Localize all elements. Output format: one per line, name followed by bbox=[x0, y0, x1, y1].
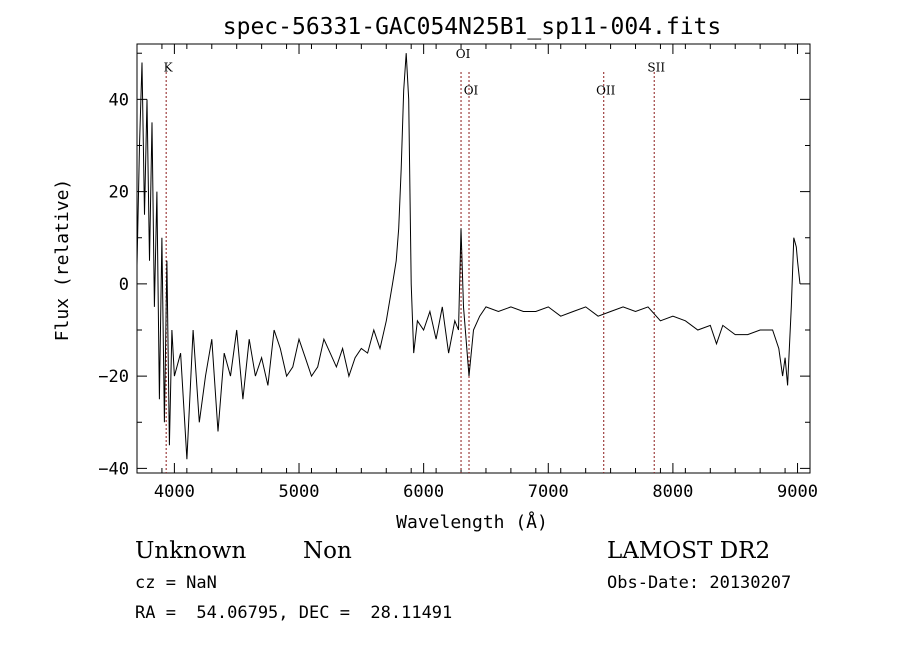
x-tick-label: 8000 bbox=[652, 482, 693, 502]
flux-series bbox=[136, 53, 801, 460]
x-tick-label: 6000 bbox=[403, 482, 444, 502]
axis-tick-labels: 4000 5000 6000 7000 8000 9000 −40 −20 0 20 40 bbox=[98, 90, 818, 502]
x-axis-label: Wavelength (Å) bbox=[396, 511, 548, 533]
flux-line bbox=[136, 53, 801, 460]
object-class: Unknown bbox=[135, 538, 247, 564]
x-tick-label: 9000 bbox=[777, 482, 818, 502]
x-tick-label: 4000 bbox=[154, 482, 195, 502]
y-tick-label: 40 bbox=[109, 90, 129, 110]
spectral-line-markers: K OI OI OII SII bbox=[164, 47, 665, 473]
axis-ticks bbox=[136, 44, 811, 473]
line-marker-label: K bbox=[164, 61, 174, 75]
y-tick-label: −20 bbox=[98, 367, 129, 387]
coordinates: RA = 54.06795, DEC = 28.11491 bbox=[135, 603, 453, 623]
survey-label: LAMOST DR2 bbox=[607, 538, 771, 564]
observation-date: Obs-Date: 20130207 bbox=[607, 573, 792, 593]
x-tick-label: 5000 bbox=[279, 482, 320, 502]
object-subclass: Non bbox=[303, 538, 352, 564]
plot-frame bbox=[136, 43, 811, 474]
x-tick-label: 7000 bbox=[528, 482, 569, 502]
y-tick-label: 20 bbox=[109, 183, 129, 203]
line-marker-label: OII bbox=[596, 84, 616, 98]
y-axis-label: Flux (relative) bbox=[52, 179, 73, 342]
redshift-value: cz = NaN bbox=[135, 573, 217, 593]
line-marker-label: SII bbox=[647, 61, 665, 75]
line-marker-label: OI bbox=[456, 47, 471, 61]
chart-title: spec-56331-GAC054N25B1_sp11-004.fits bbox=[223, 14, 722, 40]
line-marker-label: OI bbox=[464, 84, 479, 98]
y-tick-label: −40 bbox=[98, 459, 129, 479]
y-tick-label: 0 bbox=[119, 275, 129, 295]
